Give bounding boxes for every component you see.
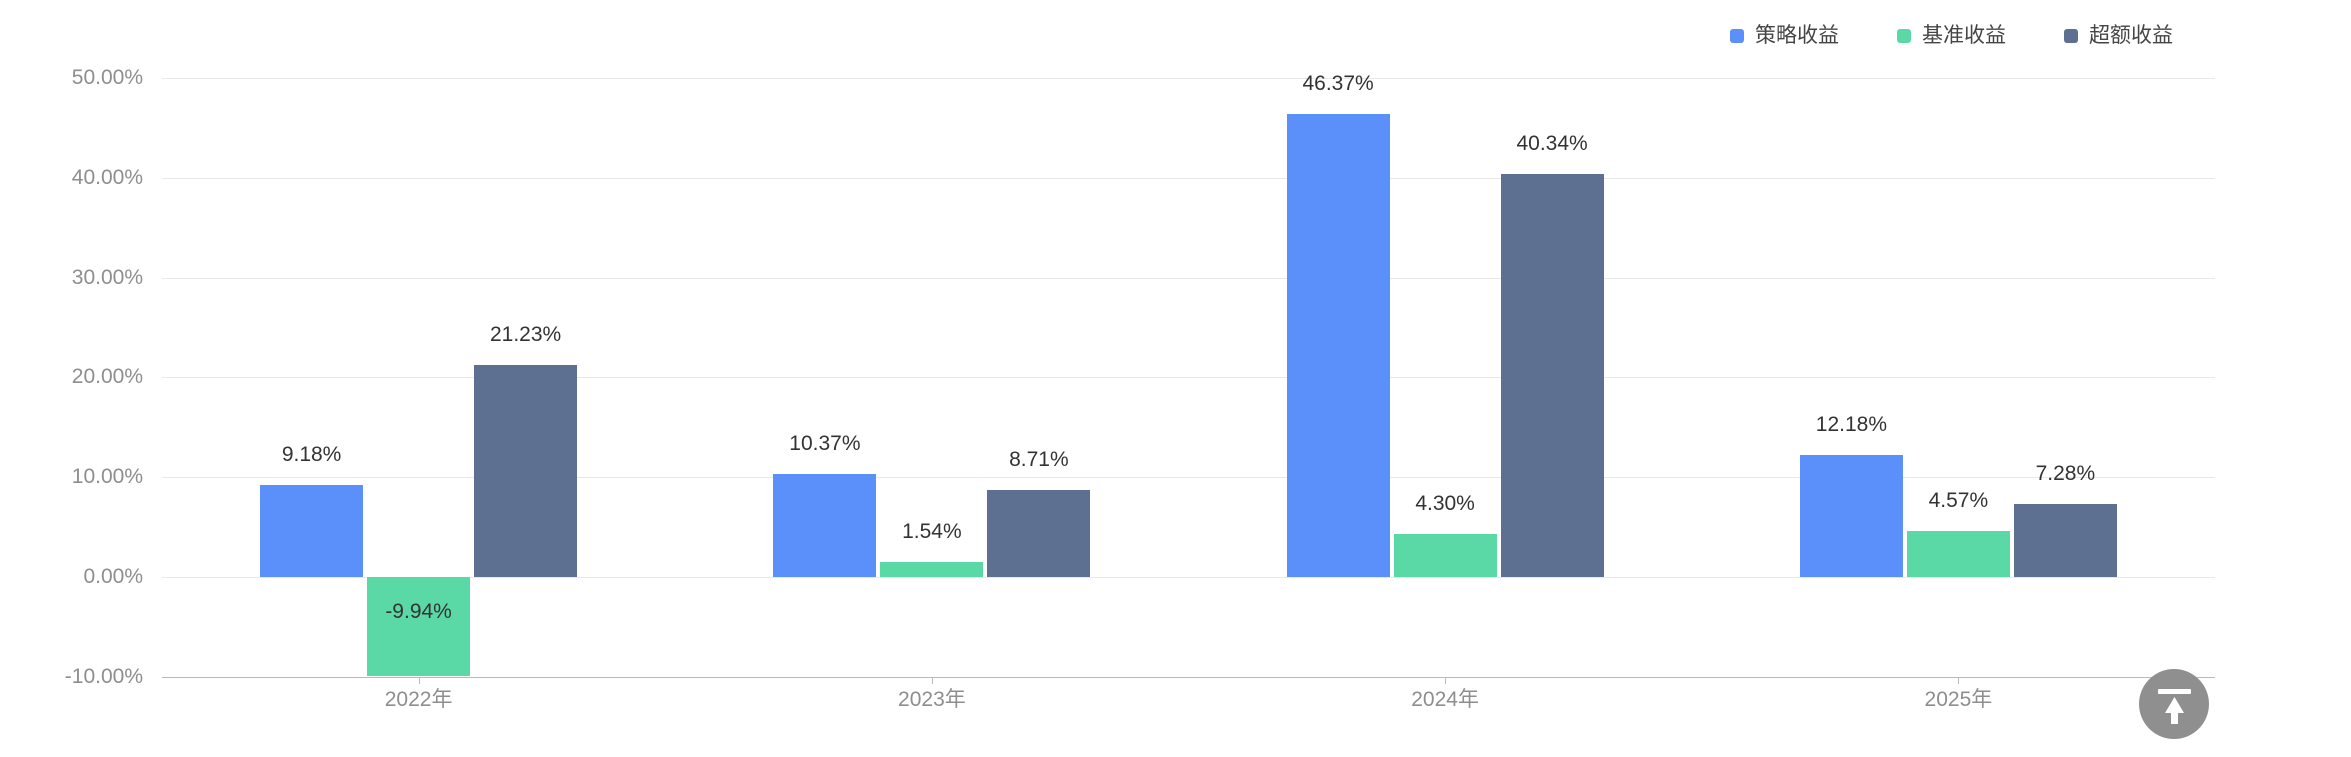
bar-value-label: 4.30% xyxy=(1415,492,1475,516)
bar-value-label: 21.23% xyxy=(489,323,562,347)
x-axis-category-label: 2023年 xyxy=(898,688,966,711)
y-axis-tick-label: 0.00% xyxy=(83,565,143,588)
bar-超额收益-2023年[interactable] xyxy=(987,490,1091,577)
gridline xyxy=(162,278,2215,279)
x-axis-category-label: 2022年 xyxy=(384,688,453,711)
legend-swatch-icon xyxy=(2064,29,2078,43)
bar-value-label: 40.34% xyxy=(1516,132,1588,156)
bar-value-label: 1.54% xyxy=(902,519,962,543)
gridline xyxy=(162,477,2215,478)
bar-超额收益-2022年[interactable] xyxy=(474,365,578,577)
bar-value-label: 9.18% xyxy=(281,443,342,467)
legend-label: 超额收益 xyxy=(2089,24,2173,47)
back-to-top-button[interactable] xyxy=(2139,669,2209,739)
bar-value-label: 10.37% xyxy=(789,431,861,455)
gridline xyxy=(162,577,2215,578)
arrow-up-to-line-icon xyxy=(2139,669,2209,739)
bar-策略收益-2023年[interactable] xyxy=(773,473,877,577)
x-axis-category-label: 2025年 xyxy=(1924,688,1993,711)
bar-策略收益-2022年[interactable] xyxy=(260,485,364,577)
bar-value-label: 8.71% xyxy=(1009,448,1069,471)
legend-item-series-3[interactable]: 超额收益 xyxy=(2064,21,2173,51)
x-axis-category-label: 2024年 xyxy=(1411,688,1479,711)
y-axis-tick-label: -10.00% xyxy=(64,665,143,688)
bar-超额收益-2025年[interactable] xyxy=(2013,504,2117,577)
legend-label: 基准收益 xyxy=(1922,24,2006,47)
x-axis-tick xyxy=(419,677,420,684)
bar-value-label: -9.94% xyxy=(385,600,452,623)
bar-超额收益-2024年[interactable] xyxy=(1500,174,1604,577)
bar-value-label: 7.28% xyxy=(2035,462,2096,486)
gridline xyxy=(162,178,2215,179)
legend-item-series-2[interactable]: 基准收益 xyxy=(1897,21,2006,51)
y-axis-tick-label: 40.00% xyxy=(71,166,143,189)
x-axis-tick xyxy=(932,677,933,684)
legend-item-series-1[interactable]: 策略收益 xyxy=(1730,21,1839,51)
legend-swatch-icon xyxy=(1897,29,1911,43)
legend-label: 策略收益 xyxy=(1755,24,1839,47)
bar-基准收益-2025年[interactable] xyxy=(1906,531,2010,577)
bar-value-label: 4.57% xyxy=(1928,489,1989,513)
x-axis-tick xyxy=(1445,677,1446,684)
x-axis-line xyxy=(162,677,2215,678)
bar-基准收益-2023年[interactable] xyxy=(880,561,984,577)
gridline xyxy=(162,377,2215,378)
x-axis-tick xyxy=(1958,677,1959,684)
y-axis-tick-label: 20.00% xyxy=(71,365,143,388)
bar-策略收益-2025年[interactable] xyxy=(1799,455,1903,577)
y-axis-tick-label: 30.00% xyxy=(71,266,143,289)
legend-swatch-icon xyxy=(1730,29,1744,43)
bar-策略收益-2024年[interactable] xyxy=(1286,114,1390,577)
legend: 策略收益 基准收益 超额收益 xyxy=(1730,21,2173,51)
bar-基准收益-2024年[interactable] xyxy=(1393,534,1497,577)
y-axis-tick-label: 10.00% xyxy=(71,465,143,488)
bar-value-label: 46.37% xyxy=(1302,72,1374,96)
bar-value-label: 12.18% xyxy=(1815,413,1887,437)
bar-基准收益-2022年[interactable] xyxy=(367,577,471,677)
gridline xyxy=(162,78,2215,79)
y-axis-tick-label: 50.00% xyxy=(71,66,143,89)
